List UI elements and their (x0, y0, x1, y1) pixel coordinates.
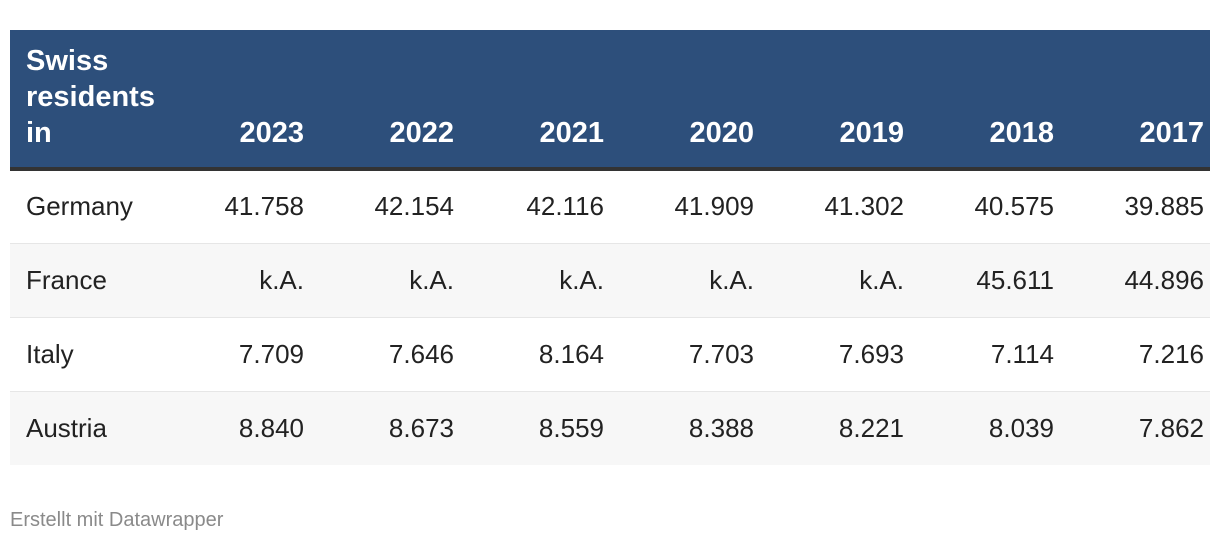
table-cell: 7.709 (160, 316, 310, 391)
header-row-label: Swiss residents in (10, 30, 160, 171)
table-cell: 8.840 (160, 390, 310, 465)
table-cell: 7.693 (760, 316, 910, 391)
table-cell: 8.221 (760, 390, 910, 465)
table-cell: 8.039 (910, 390, 1060, 465)
table-cell: 7.114 (910, 316, 1060, 391)
table-cell: 8.673 (310, 390, 460, 465)
table-cell: 44.896 (1060, 242, 1210, 317)
column-header: 2022 (310, 30, 460, 171)
column-header: 2018 (910, 30, 1060, 171)
table-cell: 7.646 (310, 316, 460, 391)
column-header: 2020 (610, 30, 760, 171)
table-cell: 41.302 (824, 191, 904, 222)
table-cell: 8.164 (460, 316, 610, 391)
row-label: Italy (10, 316, 160, 391)
table-cell: 7.862 (1060, 390, 1210, 465)
table-cell: k.A. (160, 242, 310, 317)
table-cell: 41.909 (674, 191, 754, 222)
table-cell: 40.575 (974, 191, 1054, 222)
table-cell: k.A. (310, 242, 460, 317)
table-cell: 45.611 (910, 242, 1060, 317)
column-header: 2019 (760, 30, 910, 171)
data-table-container: Swiss residents in 2023 2022 2021 2020 2… (10, 30, 1210, 465)
table-row: Germany 41.758 42.154 42.116 41.909 41.3… (10, 169, 1210, 243)
column-header: 2023 (160, 30, 310, 171)
row-label: Austria (10, 390, 160, 465)
table-row: Italy 7.709 7.646 8.164 7.703 7.693 7.11… (10, 316, 1210, 391)
table-cell: 7.703 (610, 316, 760, 391)
table-cell: 8.559 (460, 390, 610, 465)
table-cell: k.A. (610, 242, 760, 317)
table-row: France k.A. k.A. k.A. k.A. k.A. 45.611 4… (10, 242, 1210, 317)
column-header: 2017 (1060, 30, 1210, 171)
row-label: France (10, 242, 160, 317)
table-cell: 41.758 (224, 191, 304, 222)
row-label: Germany (26, 191, 133, 222)
datawrapper-credit: Erstellt mit Datawrapper (10, 509, 224, 531)
table-cell: 42.116 (526, 191, 604, 222)
table-cell: 7.216 (1060, 316, 1210, 391)
table-header-row: Swiss residents in 2023 2022 2021 2020 2… (10, 30, 1210, 171)
data-table: Swiss residents in 2023 2022 2021 2020 2… (10, 30, 1210, 465)
table-cell: k.A. (460, 242, 610, 317)
column-header: 2021 (460, 30, 610, 171)
table-cell: k.A. (760, 242, 910, 317)
table-cell: 8.388 (610, 390, 760, 465)
table-cell: 42.154 (374, 191, 454, 222)
table-row: Austria 8.840 8.673 8.559 8.388 8.221 8.… (10, 390, 1210, 465)
table-cell: 39.885 (1124, 191, 1204, 222)
